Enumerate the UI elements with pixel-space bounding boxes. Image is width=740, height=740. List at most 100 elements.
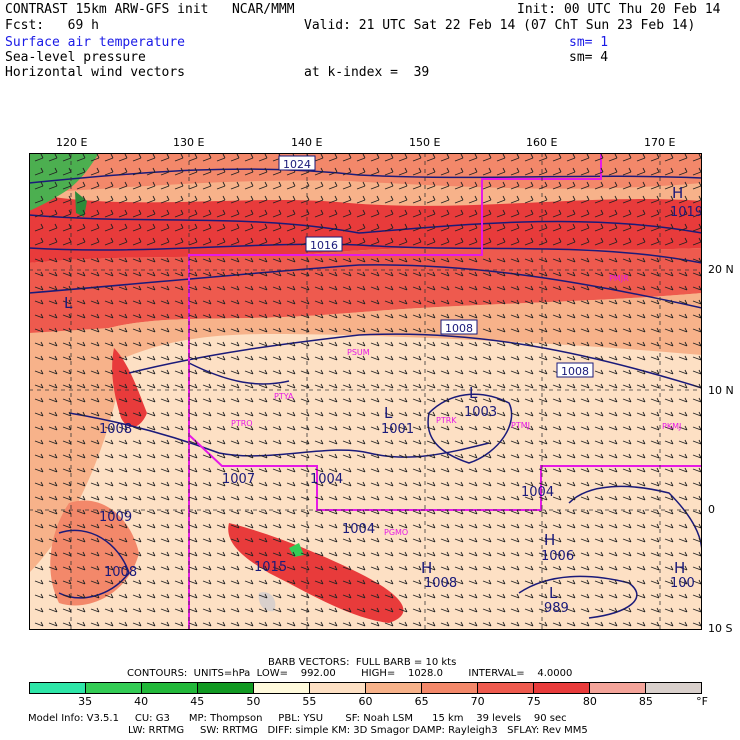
wind-barb bbox=[104, 299, 114, 305]
wind-barb bbox=[188, 621, 198, 627]
wind-barb bbox=[174, 195, 184, 204]
wind-barb bbox=[496, 551, 506, 557]
wind-barb bbox=[62, 593, 72, 599]
wind-barb bbox=[426, 355, 436, 361]
wind-barb bbox=[412, 369, 422, 375]
wind-barb bbox=[356, 481, 366, 487]
wind-barb bbox=[314, 153, 324, 162]
land-borneo bbox=[50, 500, 139, 606]
wind-barb bbox=[104, 257, 114, 263]
wind-barb bbox=[440, 551, 450, 557]
wind-barb bbox=[678, 593, 688, 599]
wind-barb bbox=[48, 369, 58, 375]
wind-barb bbox=[426, 209, 436, 218]
wind-barb bbox=[384, 209, 394, 218]
low-mark: L bbox=[64, 294, 73, 312]
wind-barb bbox=[538, 425, 548, 431]
wind-barb bbox=[496, 383, 506, 389]
wind-barb bbox=[104, 341, 114, 347]
wind-barb bbox=[48, 537, 58, 543]
wind-barb bbox=[692, 495, 702, 501]
wind-barb bbox=[216, 369, 226, 375]
wind-barb bbox=[524, 607, 534, 613]
wind-barb bbox=[90, 327, 100, 333]
wind-barb bbox=[118, 453, 128, 459]
wind-barb bbox=[202, 453, 212, 459]
wind-barb bbox=[650, 523, 660, 529]
wind-barb bbox=[524, 425, 534, 431]
wind-barb bbox=[622, 341, 632, 347]
wind-barb bbox=[342, 355, 352, 361]
wind-barb bbox=[34, 495, 44, 501]
wind-barb bbox=[160, 509, 170, 515]
wind-barb bbox=[664, 271, 674, 277]
wind-barb bbox=[580, 181, 590, 190]
wind-barb bbox=[188, 397, 198, 403]
wind-barb bbox=[244, 313, 254, 319]
wind-barb bbox=[370, 369, 380, 375]
wind-barb bbox=[132, 453, 142, 459]
wind-barb bbox=[692, 607, 702, 613]
wind-barb bbox=[314, 327, 324, 333]
wind-barb bbox=[608, 327, 618, 333]
wind-barb bbox=[342, 167, 352, 176]
wind-barb bbox=[34, 453, 44, 459]
wind-barb bbox=[286, 299, 296, 305]
wind-barb bbox=[496, 411, 506, 417]
wind-barb bbox=[202, 565, 212, 571]
model-title: CONTRAST 15km ARW-GFS init NCAR/MMM bbox=[5, 2, 295, 17]
isobar-label: 1008 bbox=[104, 565, 137, 580]
wind-barb bbox=[496, 285, 506, 291]
wind-barb bbox=[650, 481, 660, 487]
field-pressure-sm: sm= 4 bbox=[569, 50, 609, 65]
wind-barb bbox=[440, 195, 450, 204]
wind-barb bbox=[300, 607, 310, 613]
colorbar-swatch bbox=[198, 683, 254, 693]
wind-barb bbox=[538, 209, 548, 218]
wind-barb bbox=[552, 223, 562, 232]
wind-barb bbox=[258, 593, 268, 599]
wind-barb bbox=[104, 607, 114, 613]
wind-barb bbox=[384, 551, 394, 557]
wind-barb bbox=[594, 621, 604, 627]
wind-barb bbox=[342, 509, 352, 515]
wind-barb bbox=[48, 607, 58, 613]
wind-barb bbox=[216, 355, 226, 361]
wind-barb bbox=[342, 411, 352, 417]
wind-barb bbox=[328, 341, 338, 347]
wind-barb bbox=[314, 341, 324, 347]
wind-barb bbox=[412, 579, 422, 585]
wind-barb bbox=[160, 579, 170, 585]
wind-barb bbox=[398, 237, 408, 246]
wind-barb bbox=[244, 355, 254, 361]
wind-barb bbox=[244, 223, 254, 232]
wind-barb bbox=[468, 579, 478, 585]
wind-barb bbox=[454, 565, 464, 571]
wind-barb bbox=[370, 223, 380, 232]
wind-barb bbox=[202, 369, 212, 375]
wind-barb bbox=[174, 481, 184, 487]
wind-barb bbox=[440, 537, 450, 543]
wind-barb bbox=[118, 621, 128, 627]
wind-barb bbox=[636, 369, 646, 375]
wind-barb bbox=[132, 181, 142, 190]
isobar-label: 1001 bbox=[381, 422, 414, 437]
wind-barb bbox=[440, 181, 450, 190]
wind-barb bbox=[622, 411, 632, 417]
wind-barb bbox=[552, 237, 562, 246]
colorbar-label: 65 bbox=[414, 695, 429, 708]
wind-barb bbox=[118, 285, 128, 291]
wind-barb bbox=[188, 355, 198, 361]
wind-barb bbox=[230, 299, 240, 305]
wind-barb bbox=[174, 439, 184, 445]
wind-barb bbox=[384, 439, 394, 445]
wind-barb bbox=[482, 411, 492, 417]
wind-barb bbox=[552, 467, 562, 473]
wind-barb bbox=[594, 299, 604, 305]
wind-barb bbox=[510, 411, 520, 417]
wind-barb bbox=[90, 341, 100, 347]
wind-barb bbox=[482, 237, 492, 246]
wind-barb bbox=[356, 453, 366, 459]
wind-barb bbox=[440, 313, 450, 319]
wind-barb bbox=[678, 285, 688, 291]
